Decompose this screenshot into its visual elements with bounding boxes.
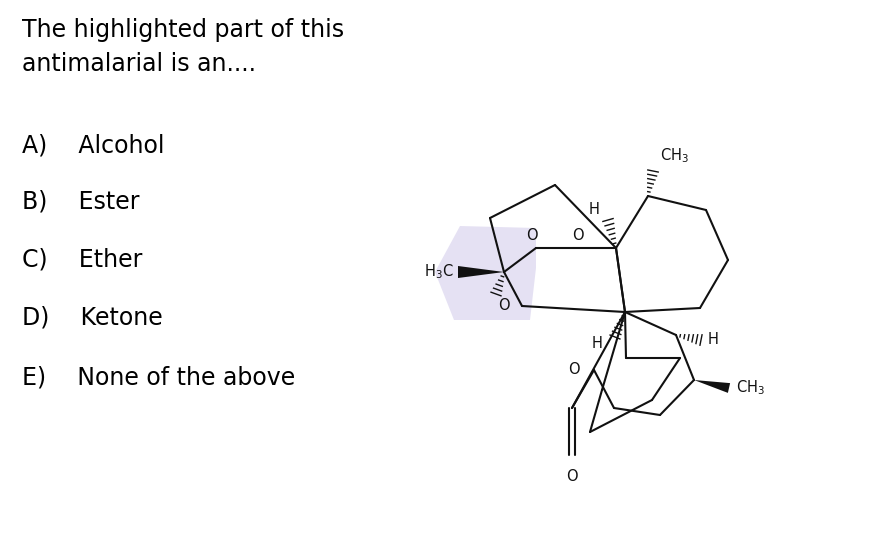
Text: The highlighted part of this: The highlighted part of this bbox=[22, 18, 344, 42]
Text: O: O bbox=[566, 469, 577, 484]
Text: O: O bbox=[567, 362, 580, 378]
Polygon shape bbox=[434, 226, 535, 320]
Text: C)  Ether: C) Ether bbox=[22, 248, 142, 272]
Text: A)  Alcohol: A) Alcohol bbox=[22, 133, 164, 157]
Text: CH$_3$: CH$_3$ bbox=[660, 147, 688, 165]
Text: B)  Ester: B) Ester bbox=[22, 190, 139, 214]
Polygon shape bbox=[458, 266, 503, 278]
Text: H: H bbox=[591, 336, 602, 351]
Text: E)  None of the above: E) None of the above bbox=[22, 366, 295, 390]
Text: O: O bbox=[497, 299, 510, 313]
Text: H$_3$C: H$_3$C bbox=[424, 262, 453, 281]
Polygon shape bbox=[693, 380, 730, 393]
Text: H: H bbox=[707, 333, 718, 347]
Text: O: O bbox=[572, 229, 583, 243]
Text: antimalarial is an....: antimalarial is an.... bbox=[22, 52, 256, 76]
Text: H: H bbox=[588, 203, 599, 218]
Text: D)  Ketone: D) Ketone bbox=[22, 306, 162, 330]
Text: CH$_3$: CH$_3$ bbox=[735, 379, 764, 397]
Text: O: O bbox=[525, 229, 538, 243]
